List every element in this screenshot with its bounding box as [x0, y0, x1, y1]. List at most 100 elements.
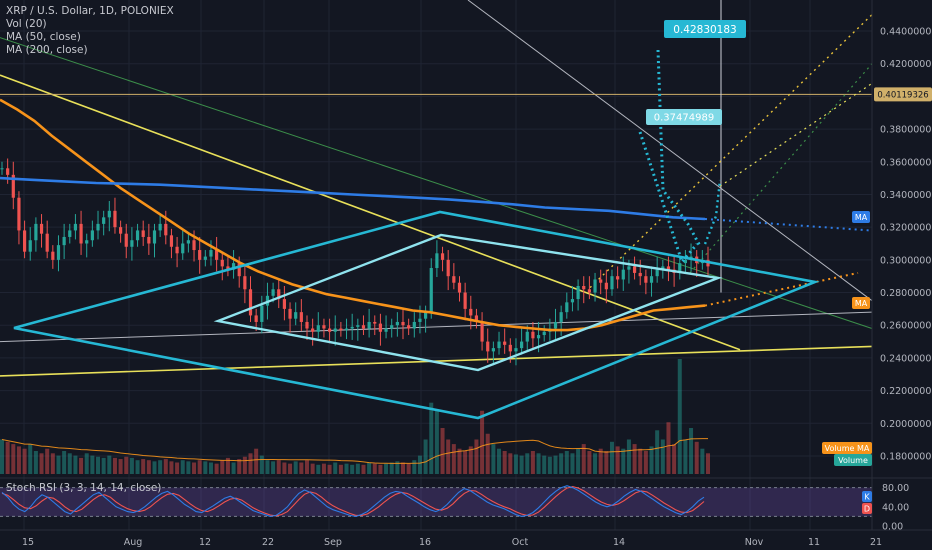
volume-bar — [282, 462, 287, 474]
volume-bar — [197, 460, 202, 474]
volume-bar — [643, 451, 648, 474]
time-tick-label: 16 — [419, 537, 431, 548]
candle-body — [311, 328, 315, 332]
stoch-k-badge: K — [864, 492, 870, 501]
candle-body — [407, 325, 411, 329]
rsi-tick-label: 80.00 — [882, 483, 909, 494]
volume-badge: Volume — [838, 456, 868, 465]
annotation-mid-label: 0.37474989 — [654, 113, 714, 124]
stoch-d-badge: D — [864, 504, 870, 513]
volume-bar — [192, 462, 197, 474]
volume-bar — [429, 402, 434, 474]
volume-bar — [553, 455, 558, 474]
volume-bar — [316, 464, 321, 474]
volume-bar — [412, 460, 417, 474]
rsi-tick-label: 40.00 — [882, 502, 909, 513]
candle-body — [248, 289, 253, 316]
candle-body — [39, 223, 44, 234]
volume-bar — [45, 448, 50, 474]
volume-bar — [5, 441, 10, 474]
volume-bar — [672, 444, 677, 474]
volume-bar — [638, 448, 643, 474]
indicator-ma50[interactable]: MA (50, close) — [6, 31, 81, 43]
candle-body — [152, 230, 157, 244]
ma200-line — [0, 176, 706, 221]
candle-body — [141, 230, 145, 237]
candle-body — [576, 286, 580, 300]
candle-body — [243, 276, 247, 290]
volume-bar — [124, 456, 129, 474]
volume-bar — [474, 439, 479, 474]
volume-bar — [502, 451, 507, 474]
volume-bar — [706, 453, 710, 474]
candle-body — [435, 253, 439, 269]
volume-bar — [293, 461, 298, 474]
pattern-drawings — [13, 49, 820, 420]
candle-body — [209, 250, 213, 257]
candle-body — [525, 331, 529, 342]
volume-ma-line — [1, 438, 708, 464]
volume-bar — [208, 462, 213, 474]
volume-bar — [231, 462, 236, 474]
volume-bar — [271, 461, 276, 474]
volume-bars — [0, 359, 710, 474]
candle-body — [56, 245, 61, 260]
candle-body — [90, 230, 94, 241]
ma50-badge-bg — [852, 297, 870, 309]
volume-bar — [56, 455, 61, 474]
price-tick-label: 0.34000000 — [880, 190, 932, 201]
volume-bar — [677, 359, 682, 474]
candle-body — [231, 263, 236, 270]
volume-bar — [84, 453, 89, 474]
volume-bar — [248, 453, 253, 474]
candle-body — [147, 236, 151, 244]
time-tick-label: 14 — [613, 537, 625, 548]
stoch-rsi-title[interactable]: Stoch RSI (3, 3, 14, 14, close) — [6, 482, 162, 494]
large-diamond-pattern — [13, 210, 820, 420]
volume-bar — [259, 455, 264, 474]
volume-bar — [73, 455, 78, 474]
green-dotted-channel — [689, 63, 873, 274]
candle-body — [254, 315, 258, 322]
volume-bar — [689, 428, 694, 474]
candle-body — [378, 323, 383, 332]
volume-ma-badge-bg — [822, 442, 872, 454]
volume-bar — [135, 460, 140, 474]
annotation-mid-label-bg — [646, 109, 722, 125]
volume-bar — [593, 453, 598, 474]
candlestick-series — [0, 158, 710, 366]
annotation-high-label-bg — [664, 20, 746, 38]
candle-body — [277, 289, 281, 300]
volume-bar — [338, 464, 343, 474]
volume-bar — [175, 462, 180, 474]
candle-body — [322, 325, 326, 329]
candle-body — [678, 263, 682, 273]
volume-bar — [451, 444, 456, 474]
volume-bar — [0, 439, 4, 474]
volume-bar — [152, 461, 157, 474]
indicator-ma200[interactable]: MA (200, close) — [6, 44, 88, 56]
projection-path-up — [703, 179, 722, 245]
indicator-volume[interactable]: Vol (20) — [6, 18, 47, 30]
volume-badge-bg — [834, 454, 872, 466]
yellow-dotted-short — [719, 82, 873, 187]
volume-bar — [118, 459, 123, 474]
volume-bar — [491, 444, 496, 474]
volume-bar — [333, 462, 338, 474]
candle-body — [51, 251, 55, 260]
gray-trendline — [0, 311, 873, 343]
volume-bar — [497, 448, 502, 474]
candle-body — [587, 289, 591, 293]
volume-bar — [304, 460, 309, 474]
ma200-projection — [704, 217, 871, 232]
volume-bar — [576, 448, 581, 474]
volume-bar — [480, 410, 485, 474]
price-tick-label: 0.18000000 — [880, 452, 932, 463]
candle-body — [316, 325, 320, 332]
stoch-k-line — [1, 485, 705, 517]
volume-bar — [355, 463, 360, 474]
volume-bar — [587, 451, 592, 474]
volume-bar — [694, 441, 699, 474]
